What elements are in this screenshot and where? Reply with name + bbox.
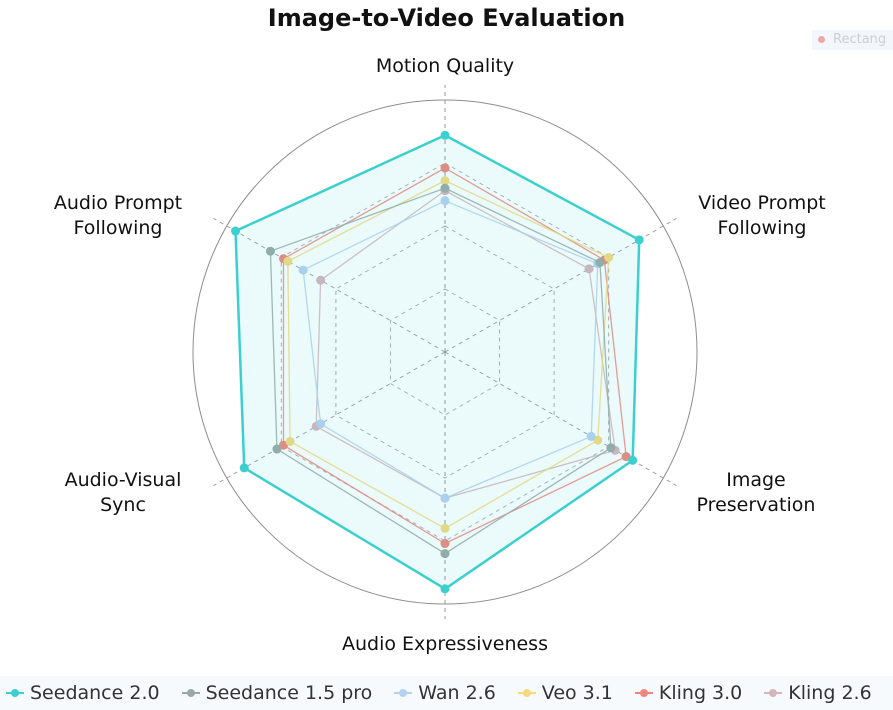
data-point xyxy=(440,549,450,559)
data-point xyxy=(285,436,295,446)
series-line-0 xyxy=(234,133,641,591)
grid-ring xyxy=(335,225,555,479)
axis-label: Sync xyxy=(100,494,146,516)
overlay-label: Rectang xyxy=(812,30,893,50)
data-point xyxy=(440,493,450,503)
data-point xyxy=(606,443,616,453)
data-point xyxy=(440,196,450,206)
data-point xyxy=(593,435,603,445)
legend-label: Kling 3.0 xyxy=(658,682,743,704)
data-point xyxy=(634,235,644,245)
chart-title: Image-to-Video Evaluation xyxy=(267,4,626,32)
data-point xyxy=(283,256,293,266)
axis-label: Motion Quality xyxy=(376,55,514,77)
legend: Seedance 2.0 Seedance 1.5 pro Wan 2.6 Veo 3… xyxy=(0,676,893,710)
legend-marker-icon xyxy=(764,688,783,698)
legend-marker-icon xyxy=(394,688,413,698)
axis-label: Following xyxy=(718,217,807,239)
axis-label: Video Prompt xyxy=(698,192,825,214)
axis-label: Following xyxy=(74,217,163,239)
data-point xyxy=(440,584,450,594)
legend-item[interactable]: Kling 2.6 xyxy=(764,682,872,704)
data-point xyxy=(586,431,596,441)
legend-marker-icon xyxy=(6,688,24,698)
data-point xyxy=(440,130,450,140)
legend-item[interactable]: Seedance 1.5 pro xyxy=(181,682,373,704)
data-point xyxy=(279,440,289,450)
data-point xyxy=(265,246,275,256)
legend-label: Kling 2.6 xyxy=(788,682,872,704)
legend-item[interactable]: Seedance 2.0 xyxy=(6,682,160,704)
data-point xyxy=(440,176,450,186)
data-point xyxy=(440,163,450,173)
data-point xyxy=(621,452,631,462)
legend-marker-icon xyxy=(181,688,200,698)
data-point xyxy=(316,275,326,285)
data-point xyxy=(604,253,614,262)
overlay-label-text: Rectang xyxy=(833,32,887,47)
data-point xyxy=(628,455,638,465)
grid-ring xyxy=(389,288,501,416)
data-point xyxy=(584,264,594,274)
legend-label: Veo 3.1 xyxy=(541,682,613,704)
data-point xyxy=(440,539,450,549)
data-point xyxy=(440,523,450,533)
legend-label: Wan 2.6 xyxy=(418,682,496,704)
data-point xyxy=(595,258,605,268)
legend-marker-icon xyxy=(517,688,536,698)
axis-label: Preservation xyxy=(697,494,816,516)
data-point xyxy=(230,226,240,236)
legend-label: Seedance 2.0 xyxy=(30,682,160,704)
axis-label: Audio Expressiveness xyxy=(342,633,548,655)
axis-label: Audio Prompt xyxy=(54,192,182,214)
radar-chart: Motion Quality Video Prompt Following Image… xyxy=(54,55,826,655)
dot-icon xyxy=(818,36,825,43)
axis-label: Audio-Visual xyxy=(65,469,182,491)
legend-label: Seedance 1.5 pro xyxy=(205,682,373,704)
legend-item[interactable]: Kling 3.0 xyxy=(634,682,743,704)
data-point xyxy=(440,183,450,193)
data-point xyxy=(316,419,326,429)
legend-item[interactable]: Veo 3.1 xyxy=(517,682,613,704)
data-point xyxy=(272,444,282,454)
legend-item[interactable]: Wan 2.6 xyxy=(394,682,496,704)
legend-marker-icon xyxy=(634,688,653,698)
axis-label: Image xyxy=(726,469,786,491)
data-point xyxy=(239,463,249,473)
data-point xyxy=(298,265,308,275)
